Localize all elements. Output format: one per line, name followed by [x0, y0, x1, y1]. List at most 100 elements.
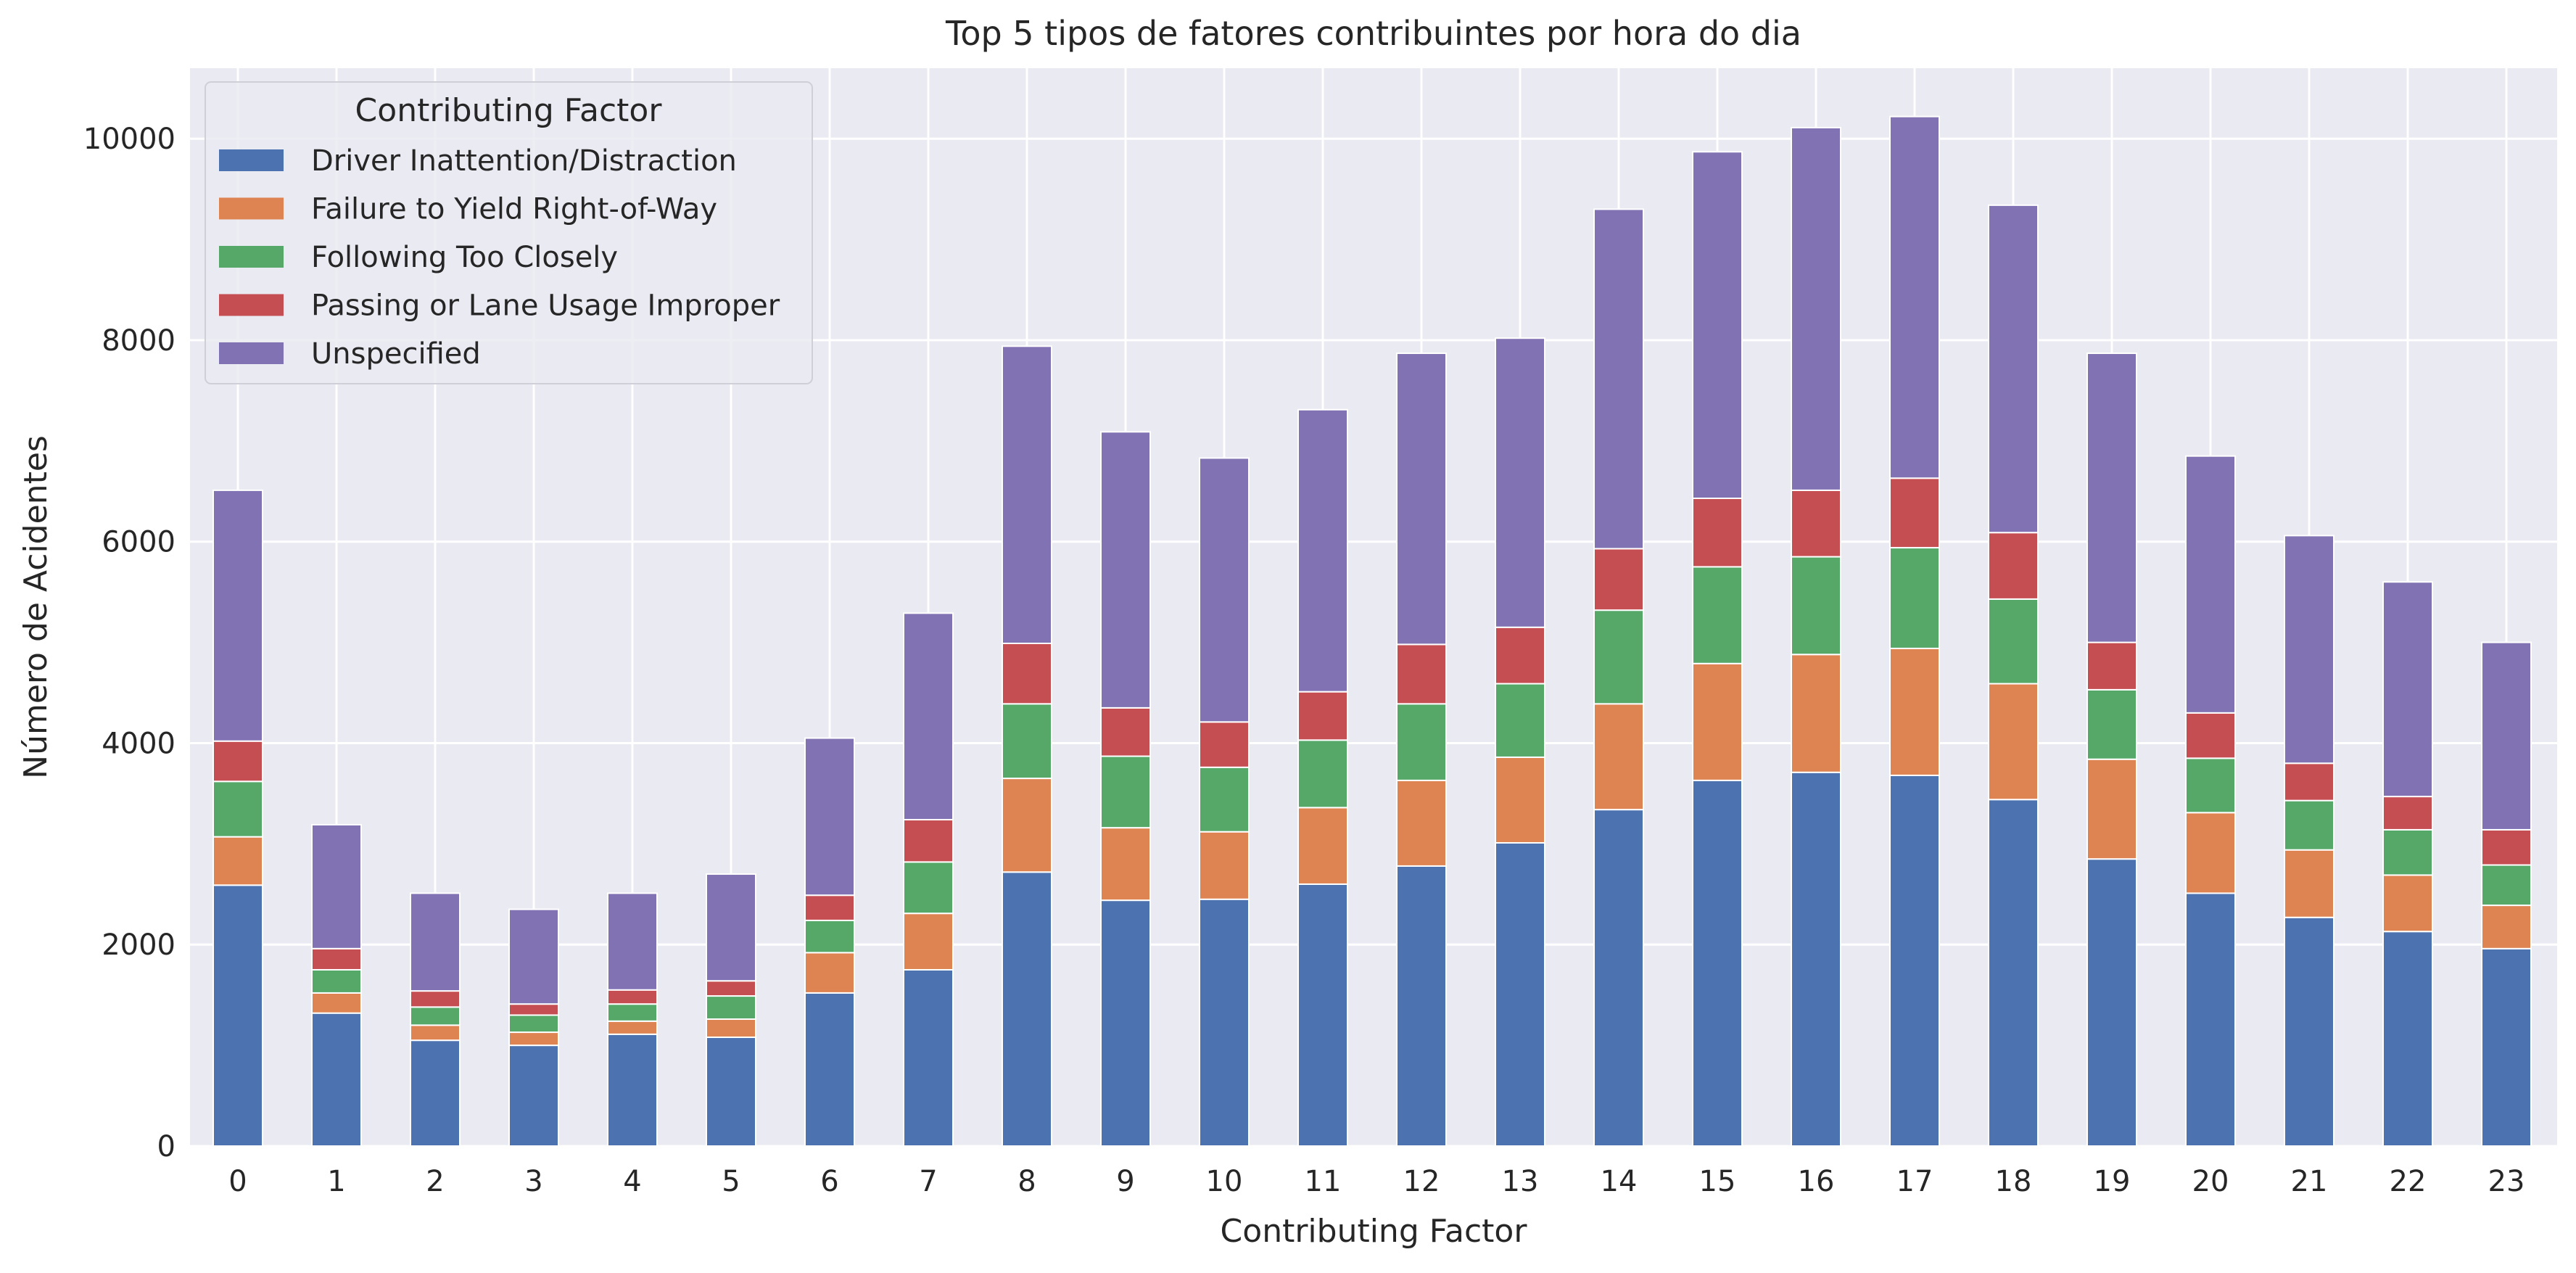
- x-tick-label: 5: [722, 1165, 740, 1198]
- bar-segment: [2284, 916, 2334, 1148]
- x-tick-label: 8: [1017, 1165, 1036, 1198]
- bar-segment: [607, 892, 658, 991]
- legend-swatch: [219, 342, 284, 364]
- bar-segment: [2086, 641, 2137, 691]
- y-tick-labels: 0 2000 4000 6000 8000 10000: [83, 123, 176, 1163]
- y-tick-label: 0: [157, 1130, 176, 1163]
- bar-segment: [1396, 643, 1447, 705]
- bar-segment: [1297, 739, 1348, 809]
- y-tick-label: 2000: [102, 928, 176, 962]
- bar-segment: [2185, 757, 2236, 814]
- bar-segment: [2284, 762, 2334, 802]
- bar-segment: [1692, 662, 1743, 781]
- bar-segment: [2481, 828, 2532, 866]
- bar-segment: [607, 1003, 658, 1022]
- x-tick-label: 1: [327, 1165, 345, 1198]
- bar-segment: [1495, 841, 1545, 1147]
- bar-segment: [508, 1014, 559, 1034]
- bar-segment: [1199, 831, 1250, 900]
- bar-segment: [804, 737, 855, 897]
- x-tick-label: 6: [820, 1165, 838, 1198]
- bar-segment: [1396, 353, 1447, 646]
- bar-segment: [2382, 581, 2433, 798]
- bar-segment: [1988, 532, 2039, 600]
- legend-box: [205, 81, 813, 384]
- bar-segment: [2481, 864, 2532, 907]
- bar-segment: [2086, 353, 2137, 643]
- x-tick-label: 13: [1502, 1165, 1539, 1198]
- bar-segment: [903, 912, 954, 971]
- bar-segment: [1002, 778, 1052, 873]
- x-tick-label: 4: [623, 1165, 641, 1198]
- bar-segment: [1988, 598, 2039, 685]
- bar-segment: [1593, 548, 1644, 611]
- bar-segment: [706, 1018, 756, 1039]
- bar-segment: [1889, 647, 1940, 776]
- bar-segment: [706, 873, 756, 982]
- bar-segment: [1791, 556, 1841, 656]
- bar-segment: [1791, 771, 1841, 1147]
- x-tick-label: 18: [1995, 1165, 2032, 1198]
- bar-segment: [1002, 642, 1052, 705]
- bar-segment: [212, 489, 263, 742]
- bar-segment: [2382, 931, 2433, 1148]
- bar-segment: [1199, 457, 1250, 723]
- bar-segment: [1495, 337, 1545, 628]
- bar-segment: [1396, 865, 1447, 1147]
- legend-swatch: [219, 197, 284, 220]
- x-tick-label: 14: [1601, 1165, 1638, 1198]
- bar-segment: [1297, 807, 1348, 885]
- bar-segment: [1692, 498, 1743, 568]
- bar-segment: [508, 1003, 559, 1016]
- x-tick-labels: 0 1 2 3 4 5 6 7 8 9 10 11 12 13 14 15 16 17 18 19 20 21 22 23: [228, 1165, 2525, 1198]
- bar-segment: [212, 740, 263, 783]
- bar-segment: [706, 1037, 756, 1148]
- legend-title: Contributing Factor: [355, 92, 663, 129]
- bar-segment: [1889, 774, 1940, 1148]
- bar-segment: [311, 947, 362, 971]
- bar-segment: [410, 1024, 461, 1042]
- x-tick-label: 21: [2291, 1165, 2328, 1198]
- bar-segment: [2481, 947, 2532, 1147]
- y-tick-label: 8000: [102, 324, 176, 358]
- bar-segment: [2481, 641, 2532, 831]
- bar-segment: [804, 992, 855, 1147]
- x-tick-label: 11: [1305, 1165, 1342, 1198]
- bar-segment: [2382, 874, 2433, 933]
- x-tick-label: 16: [1798, 1165, 1835, 1198]
- x-axis-label: Contributing Factor: [1221, 1213, 1528, 1250]
- bar-segment: [311, 992, 362, 1014]
- bar-segment: [1100, 827, 1151, 902]
- bar-segment: [2185, 712, 2236, 759]
- x-tick-label: 2: [426, 1165, 444, 1198]
- bar-segment: [1791, 654, 1841, 773]
- y-tick-label: 10000: [83, 123, 176, 156]
- bar-segment: [1199, 766, 1250, 833]
- legend-swatch: [219, 294, 284, 316]
- bar-segment: [1692, 151, 1743, 500]
- bar-segment: [1495, 756, 1545, 844]
- bar-segment: [410, 990, 461, 1008]
- bar-segment: [1297, 408, 1348, 693]
- bar-segment: [1199, 898, 1250, 1148]
- x-tick-label: 9: [1116, 1165, 1134, 1198]
- legend-label: Following Too Closely: [311, 241, 618, 274]
- bar-segment: [1002, 871, 1052, 1148]
- bar-segment: [2185, 812, 2236, 894]
- bar-segment: [607, 1020, 658, 1035]
- bar-segment: [508, 1045, 559, 1147]
- bar-segment: [1889, 115, 1940, 479]
- bar-segment: [607, 1033, 658, 1147]
- bar-segment: [2185, 455, 2236, 714]
- bar-segment: [311, 968, 362, 994]
- bar-segment: [1396, 703, 1447, 781]
- bar-segment: [1889, 477, 1940, 549]
- x-tick-label: 20: [2192, 1165, 2229, 1198]
- bar-segment: [804, 894, 855, 921]
- legend-label: Driver Inattention/Distraction: [311, 144, 737, 178]
- legend: Contributing Factor Driver Inattention/D…: [205, 81, 813, 384]
- bar-segment: [2086, 688, 2137, 760]
- x-tick-label: 15: [1699, 1165, 1736, 1198]
- x-tick-label: 22: [2390, 1165, 2427, 1198]
- bar-segment: [2284, 799, 2334, 851]
